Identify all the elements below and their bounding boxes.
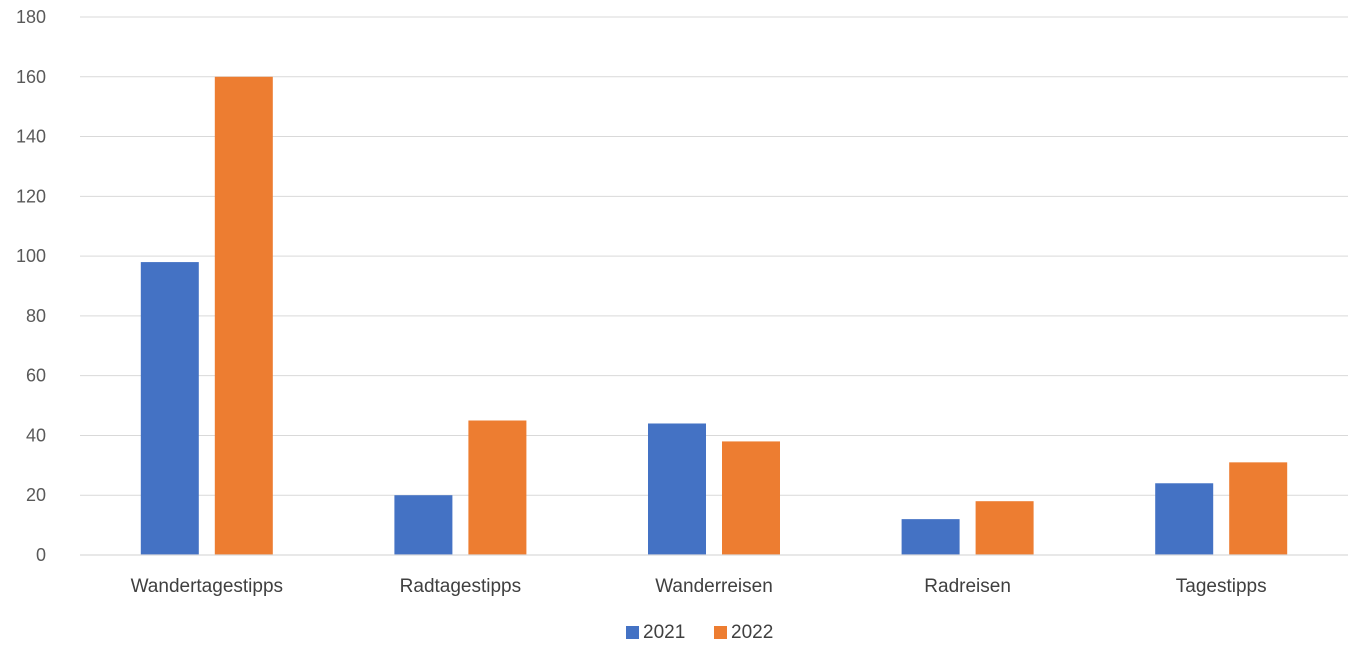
y-tick-label: 80 [26,306,46,326]
bar-2021-wanderreisen [648,423,706,555]
legend-item-2022: 2022 [714,622,773,643]
y-tick-label: 140 [16,127,46,147]
y-tick-label: 60 [26,366,46,386]
y-axis-tick-labels: 0 20 40 60 80 100 120 140 160 180 [16,7,46,565]
x-category-label: Wandertagestipps [131,576,283,597]
bar-2022-wanderreisen [722,441,780,555]
bar-2021-wandertagestipps [140,262,199,555]
bars [140,76,1288,556]
legend-label: 2021 [643,622,685,643]
y-tick-label: 160 [16,67,46,87]
bar-2022-tagestipps [1229,462,1288,555]
x-category-label: Tagestipps [1176,576,1267,597]
y-tick-label: 120 [16,186,46,206]
bar-2022-wandertagestipps [214,76,273,556]
legend-item-2021: 2021 [626,622,685,643]
x-category-label: Radtagestipps [400,576,521,597]
legend: 2021 2022 [626,622,773,643]
y-tick-label: 20 [26,485,46,505]
x-category-label: Wanderreisen [655,576,773,597]
legend-label: 2022 [731,622,773,643]
y-tick-label: 40 [26,425,46,445]
x-axis: Wandertagestipps Radtagestipps Wanderreise… [80,554,1348,597]
legend-swatch [626,626,639,639]
bar-2022-radreisen [975,501,1034,555]
bar-2021-radreisen [901,519,960,555]
bar-2022-radtagestipps [468,420,527,555]
y-tick-label: 0 [36,545,46,565]
x-category-label: Radreisen [924,576,1011,597]
gridlines [80,16,1348,496]
legend-swatch [714,626,727,639]
y-tick-label: 100 [16,246,46,266]
bar-2021-tagestipps [1155,483,1214,555]
y-tick-label: 180 [16,7,46,27]
bar-2021-radtagestipps [394,495,453,555]
